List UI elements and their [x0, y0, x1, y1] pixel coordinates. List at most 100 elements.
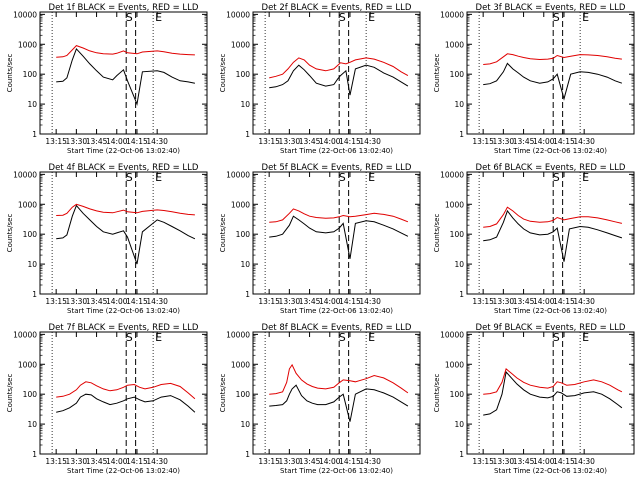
x-axis-label: Start Time (22-Oct-06 13:02:40) — [67, 147, 180, 155]
y-tick-label: 1000 — [231, 360, 250, 369]
start-marker-label: S — [126, 331, 133, 344]
y-tick-label: 1 — [459, 450, 464, 459]
y-axis-label: Counts/sec — [6, 54, 14, 93]
x-axis-label: Start Time (22-Oct-06 13:02:40) — [494, 147, 607, 155]
plot-frame — [252, 11, 421, 135]
x-tick-label: 13:15 — [258, 457, 280, 466]
y-tick-label: 10 — [240, 260, 250, 269]
series-line-lld — [56, 381, 196, 400]
x-tick-label: 14:00 — [106, 457, 128, 466]
x-tick-label: 14:30 — [573, 297, 595, 306]
x-tick-label: 14:00 — [533, 137, 555, 146]
x-axis-label: Start Time (22-Oct-06 13:02:40) — [67, 307, 180, 315]
x-tick-label: 14:15 — [339, 137, 361, 146]
x-tick-label: 14:15 — [553, 297, 575, 306]
y-tick-label: 10000 — [440, 330, 464, 339]
x-tick-label: 14:15 — [553, 137, 575, 146]
x-tick-label: 13:45 — [299, 297, 321, 306]
y-tick-label: 100 — [450, 230, 465, 239]
y-axis-label: Counts/sec — [219, 54, 227, 93]
x-tick-label: 14:30 — [573, 137, 595, 146]
y-axis-label: Counts/sec — [433, 374, 441, 413]
series-line-events — [483, 370, 623, 416]
x-axis-label: Start Time (22-Oct-06 13:02:40) — [280, 467, 393, 475]
y-tick-label: 10000 — [226, 330, 250, 339]
series-line-lld — [483, 206, 623, 228]
y-tick-label: 100 — [23, 70, 38, 79]
plot-frame — [466, 171, 635, 295]
x-tick-label: 14:00 — [319, 297, 341, 306]
start-marker-label: S — [553, 171, 560, 184]
x-tick-label: 14:30 — [146, 457, 168, 466]
x-tick-label: 13:30 — [279, 137, 301, 146]
series-line-events — [56, 393, 196, 413]
y-tick-label: 1 — [32, 130, 37, 139]
series-line-lld — [56, 45, 195, 58]
y-tick-label: 1 — [245, 130, 250, 139]
x-tick-label: 14:15 — [339, 297, 361, 306]
series-line-events — [269, 64, 409, 96]
series-line-lld — [483, 368, 623, 395]
x-tick-label: 13:30 — [493, 297, 515, 306]
y-tick-label: 100 — [23, 230, 38, 239]
start-marker-label: S — [553, 331, 560, 344]
y-tick-label: 10 — [240, 420, 250, 429]
x-tick-label: 13:45 — [299, 457, 321, 466]
chart-title: Det 1f BLACK = Events, RED = LLD — [49, 3, 199, 13]
x-axis-label: Start Time (22-Oct-06 13:02:40) — [280, 307, 393, 315]
y-tick-label: 10000 — [440, 10, 464, 19]
y-tick-label: 100 — [23, 390, 38, 399]
y-tick-label: 10000 — [13, 170, 37, 179]
y-tick-label: 100 — [450, 70, 465, 79]
x-tick-label: 14:00 — [533, 457, 555, 466]
y-tick-label: 1000 — [445, 40, 464, 49]
x-tick-label: 14:15 — [126, 297, 148, 306]
plot-frame — [39, 331, 208, 455]
y-tick-label: 10000 — [13, 10, 37, 19]
x-tick-label: 13:15 — [258, 297, 280, 306]
x-tick-label: 13:15 — [45, 457, 67, 466]
end-marker-label: E — [582, 171, 589, 184]
x-tick-label: 14:30 — [359, 137, 381, 146]
x-tick-label: 14:30 — [359, 297, 381, 306]
y-tick-label: 1 — [32, 290, 37, 299]
y-axis-label: Counts/sec — [219, 374, 227, 413]
y-tick-label: 1 — [245, 450, 250, 459]
plot-frame — [39, 171, 208, 295]
start-marker-label: S — [126, 11, 133, 24]
y-tick-label: 100 — [236, 70, 251, 79]
end-marker-label: E — [368, 171, 375, 184]
y-tick-label: 1 — [459, 130, 464, 139]
x-tick-label: 13:15 — [472, 297, 494, 306]
x-tick-label: 14:30 — [359, 457, 381, 466]
x-tick-label: 13:45 — [86, 297, 108, 306]
series-line-events — [269, 215, 409, 259]
y-axis-label: Counts/sec — [433, 214, 441, 253]
chart-title: Det 9f BLACK = Events, RED = LLD — [476, 323, 626, 333]
series-line-lld — [56, 203, 195, 216]
y-tick-label: 10 — [454, 100, 464, 109]
x-tick-label: 13:15 — [472, 137, 494, 146]
end-marker-label: E — [368, 331, 375, 344]
chart-title: Det 5f BLACK = Events, RED = LLD — [262, 163, 412, 173]
series-line-events — [483, 209, 623, 262]
y-tick-label: 10 — [27, 100, 37, 109]
x-tick-label: 14:00 — [319, 457, 341, 466]
y-tick-label: 10 — [454, 260, 464, 269]
chart-title: Det 7f BLACK = Events, RED = LLD — [49, 323, 199, 333]
x-tick-label: 13:30 — [279, 457, 301, 466]
y-tick-label: 100 — [450, 390, 465, 399]
y-axis-label: Counts/sec — [6, 214, 14, 253]
plot-frame — [252, 331, 421, 455]
end-marker-label: E — [368, 11, 375, 24]
series-line-lld — [269, 208, 409, 223]
start-marker-label: S — [339, 171, 346, 184]
end-marker-label: E — [155, 171, 162, 184]
